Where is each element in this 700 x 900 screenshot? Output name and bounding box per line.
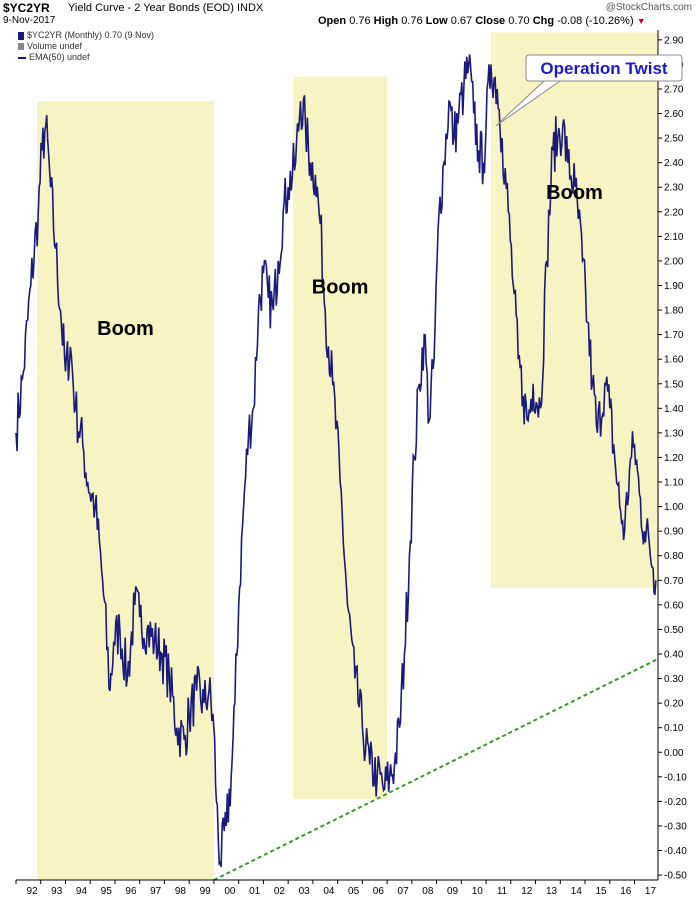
y-tick-label: 2.70	[664, 84, 684, 95]
volume-bars-icon	[18, 43, 24, 51]
y-tick-label: 1.50	[664, 379, 684, 390]
high-value: 0.76	[401, 15, 423, 27]
change-label: Chg	[532, 15, 555, 27]
y-tick-label: 1.10	[664, 478, 684, 489]
x-tick-label: 01	[249, 886, 261, 897]
boom-label-3: Boom	[546, 182, 603, 204]
x-tick-label: 02	[274, 886, 286, 897]
x-tick-label: 93	[51, 886, 63, 897]
boom-region-1	[37, 101, 214, 880]
y-tick-label: 1.90	[664, 281, 684, 292]
open-label: Open	[318, 15, 347, 27]
y-tick-label: 0.50	[664, 625, 684, 636]
low-value: 0.67	[450, 15, 473, 27]
y-tick-label: 1.40	[664, 404, 684, 415]
y-tick-label: 2.50	[664, 134, 684, 145]
y-tick-label: 1.00	[664, 502, 684, 513]
x-tick-label: 13	[546, 886, 558, 897]
x-tick-label: 17	[645, 886, 657, 897]
y-tick-label: 2.10	[664, 232, 684, 243]
series-line	[15, 54, 657, 867]
exchange-label: INDX	[236, 2, 264, 14]
x-tick-label: 94	[76, 886, 88, 897]
x-tick-label: 97	[150, 886, 162, 897]
boom-label-2: Boom	[312, 276, 369, 298]
x-tick-label: 06	[373, 886, 385, 897]
y-tick-label: 1.60	[664, 355, 684, 366]
low-label: Low	[425, 15, 448, 27]
x-tick-label: 14	[571, 886, 583, 897]
series-swatch-icon	[18, 31, 24, 40]
y-tick-label: 2.00	[664, 256, 684, 267]
high-label: High	[373, 15, 399, 27]
x-tick-label: 10	[472, 886, 484, 897]
y-tick-label: 0.10	[664, 723, 684, 734]
x-tick-label: 99	[200, 886, 212, 897]
chart-date: 9-Nov-2017	[3, 15, 56, 26]
x-tick-label: 98	[175, 886, 187, 897]
x-tick-label: 16	[620, 886, 632, 897]
y-tick-label: 1.70	[664, 330, 684, 341]
y-tick-label: 1.80	[664, 306, 684, 317]
y-tick-label: -0.30	[664, 821, 687, 832]
change-value: -0.08 (-10.26%)	[557, 15, 634, 27]
trendline	[213, 658, 659, 881]
y-tick-label: 0.00	[664, 748, 684, 759]
boom-region-3	[491, 32, 658, 588]
y-tick-label: 0.70	[664, 576, 684, 587]
legend-volume: Volume undef	[18, 41, 82, 51]
y-tick-label: 2.40	[664, 158, 684, 169]
x-tick-label: 05	[348, 886, 360, 897]
x-tick-label: 12	[521, 886, 533, 897]
boom-region-2	[293, 76, 388, 799]
x-tick-label: 96	[125, 886, 137, 897]
legend-series-text: $YC2YR (Monthly) 0.70 (9 Nov)	[27, 30, 155, 40]
y-tick-label: 2.20	[664, 207, 684, 218]
y-tick-label: -0.40	[664, 846, 687, 857]
boom-label-1: Boom	[97, 318, 154, 340]
y-tick-label: -0.20	[664, 797, 687, 808]
x-tick-label: 11	[497, 886, 508, 897]
ema-line-icon	[18, 56, 26, 59]
chart-title: Yield Curve - 2 Year Bonds (EOD) INDX	[68, 2, 263, 14]
x-tick-label: 09	[447, 886, 459, 897]
open-value: 0.76	[349, 15, 371, 27]
close-value: 0.70	[508, 15, 530, 27]
x-tick-label: 92	[26, 886, 38, 897]
x-tick-label: 00	[224, 886, 236, 897]
legend-volume-text: Volume undef	[27, 41, 83, 51]
y-tick-label: 0.40	[664, 649, 684, 660]
legend-ema-text: EMA(50) undef	[29, 52, 90, 62]
y-tick-label: 0.20	[664, 699, 684, 710]
chart-title-text: Yield Curve - 2 Year Bonds (EOD)	[68, 2, 234, 14]
y-tick-label: 1.30	[664, 428, 684, 439]
brand-watermark: @StockCharts.com	[605, 2, 692, 13]
x-tick-label: 08	[422, 886, 434, 897]
y-tick-label: 2.90	[664, 35, 684, 46]
y-tick-label: 0.30	[664, 674, 684, 685]
y-tick-label: -0.50	[664, 871, 687, 882]
y-tick-label: 0.90	[664, 527, 684, 538]
callout-text: Operation Twist	[540, 59, 668, 78]
x-tick-label: 07	[398, 886, 410, 897]
legend-series: $YC2YR (Monthly) 0.70 (9 Nov)	[18, 30, 154, 40]
legend-ema: EMA(50) undef	[18, 52, 90, 62]
x-tick-label: 03	[299, 886, 311, 897]
callout-box	[525, 54, 683, 82]
y-tick-label: 2.60	[664, 109, 684, 120]
x-tick-label: 04	[323, 886, 335, 897]
down-arrow-icon: ▼	[636, 16, 646, 26]
chart-symbol: $YC2YR	[3, 1, 50, 15]
x-tick-label: 15	[595, 886, 607, 897]
y-tick-label: 0.60	[664, 600, 684, 611]
y-tick-label: 2.30	[664, 183, 684, 194]
x-tick-label: 95	[101, 886, 113, 897]
close-label: Close	[475, 15, 506, 27]
quote-strip: Open 0.76 High 0.76 Low 0.67 Close 0.70 …	[318, 15, 646, 27]
y-tick-label: -0.10	[664, 772, 687, 783]
y-tick-label: 1.20	[664, 453, 684, 464]
y-tick-label: 0.80	[664, 551, 684, 562]
